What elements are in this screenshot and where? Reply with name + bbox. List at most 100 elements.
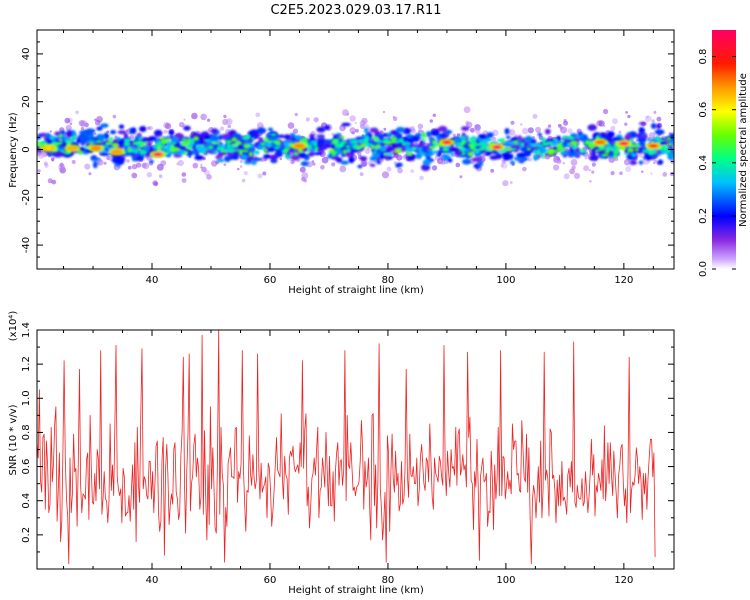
spectrogram-cell	[201, 166, 207, 173]
spectrogram-cell	[152, 145, 159, 150]
spectrogram-cell	[343, 149, 347, 155]
spectrogram-cell	[64, 117, 71, 124]
spectrogram-cell	[631, 153, 637, 157]
spectrogram-cell	[267, 140, 272, 144]
spectrogram-cell	[441, 160, 446, 165]
spectrogram-cell	[461, 151, 466, 156]
spectrogram-cell	[335, 146, 342, 154]
spectrogram-cell	[466, 121, 473, 128]
figure-title: C2E5.2023.029.03.17.R11	[270, 3, 441, 18]
spectrogram-cell	[209, 134, 219, 143]
spectrogram-cell	[37, 125, 40, 131]
spectrogram-cell	[669, 133, 674, 141]
x-tick-label: 100	[496, 275, 515, 286]
spectrogram-cell	[613, 154, 617, 159]
spectrogram-cell	[559, 126, 563, 130]
spectrogram-cell	[79, 130, 88, 136]
spectrogram-cell	[387, 146, 395, 151]
spectrogram-cell	[445, 145, 452, 148]
spectrogram-cell	[474, 128, 481, 134]
spectrogram-core-layer	[37, 132, 673, 160]
colorbar-tick-label: 0.4	[698, 155, 709, 171]
spectrogram-cell	[472, 157, 482, 162]
spectrogram-cell	[438, 125, 448, 132]
spectrogram-cell	[191, 112, 198, 120]
spectrogram-cell	[193, 136, 200, 141]
spectrogram-cell	[218, 148, 226, 152]
spectrogram-cell	[398, 147, 402, 152]
spectrogram-cell	[223, 163, 227, 167]
spectrogram-cell	[211, 128, 219, 135]
spectrogram-cell	[383, 127, 387, 131]
spectrogram-cell	[55, 142, 60, 146]
spectrogram-cell	[273, 146, 281, 150]
spectrogram-cell	[218, 134, 224, 140]
spectrogram-cell	[312, 162, 316, 166]
spectrogram-cell	[468, 137, 475, 142]
spectrogram-cell	[662, 172, 668, 177]
spectrogram-cell	[170, 147, 178, 152]
spectrogram-cell	[171, 141, 177, 145]
colorbar: 0.0 0.2 0.4 0.6 0.8 Normalized spectral ampl…	[698, 30, 749, 277]
spectrogram-cell	[622, 146, 626, 151]
spectrogram-cell	[236, 140, 242, 144]
spectrogram-cell	[43, 161, 48, 166]
spectrogram-cell	[364, 127, 369, 134]
spectrogram-cell	[316, 140, 325, 145]
spectrogram-cell	[603, 108, 609, 115]
spectrogram-cell	[47, 178, 53, 184]
spectrogram-cell	[166, 141, 171, 145]
spectrogram-hotspot	[295, 144, 304, 148]
spectrogram-cell	[486, 132, 494, 138]
spectrogram-cell	[511, 140, 519, 143]
y-tick-label: 0	[21, 146, 32, 152]
snr-series-line	[37, 330, 656, 565]
spectrogram-cell	[118, 124, 125, 129]
spectrogram-cell	[589, 154, 599, 162]
spectrogram-cell	[634, 148, 640, 152]
spectrogram-cell	[419, 175, 424, 181]
spectrogram-cell	[227, 124, 231, 129]
spectrogram-cell	[135, 148, 140, 151]
spectrogram-cell	[359, 172, 364, 177]
spectrogram-cell	[96, 116, 103, 123]
spectrogram-cell	[393, 116, 398, 122]
spectrogram-cell	[539, 144, 544, 148]
spectrogram-cell	[293, 151, 299, 156]
spectrogram-cell	[383, 153, 388, 156]
spectrogram-cell	[223, 114, 227, 119]
spectrogram-cell	[478, 147, 486, 151]
spectrogram-cell	[379, 146, 385, 150]
spectrogram-cell	[569, 168, 575, 175]
spectrogram-cell	[225, 118, 233, 125]
spectrogram-cell	[284, 134, 291, 140]
spectrogram-cell	[485, 148, 493, 152]
spectrogram-cell	[90, 157, 101, 161]
spectrogram-cell	[348, 156, 355, 164]
spectrogram-cell	[147, 126, 151, 130]
spectrogram-cell	[645, 153, 652, 161]
spectrogram-cell	[479, 141, 488, 147]
spectrogram-cell	[224, 157, 231, 163]
spectrogram-cell	[610, 125, 616, 131]
spectrogram-cell	[269, 154, 279, 160]
spectrogram-cell	[573, 172, 581, 179]
spectrogram-cell	[112, 142, 119, 148]
spectrogram-cell	[78, 120, 85, 127]
spectrogram-cell	[604, 154, 610, 157]
spectrogram-cell	[308, 149, 312, 152]
spectrogram-cell	[339, 165, 347, 173]
y-tick-label: 40	[21, 48, 32, 61]
spectrogram-cell	[653, 110, 657, 114]
spectrogram-cell	[137, 137, 144, 140]
spectrogram-cell	[447, 158, 453, 163]
x-tick-label: 60	[264, 275, 277, 286]
spectrogram-cell	[452, 133, 456, 137]
spectrogram-cell	[595, 135, 600, 140]
spectrogram-cell	[136, 162, 142, 168]
spectrogram-cell	[105, 143, 109, 149]
spectrogram-cell	[629, 144, 638, 148]
spectrogram-hotspot	[112, 150, 121, 154]
spectrogram-cell	[604, 150, 611, 154]
spectrogram-cell	[149, 159, 154, 164]
